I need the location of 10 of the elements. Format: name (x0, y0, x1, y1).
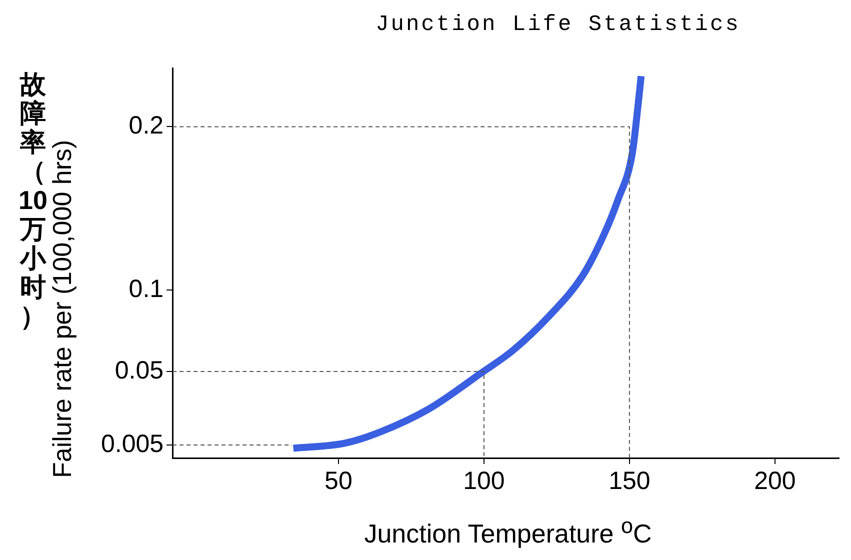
x-tick-label: 50 (324, 466, 352, 495)
y-tick-label: 0.005 (101, 430, 164, 458)
x-tick-label: 100 (463, 466, 505, 495)
y-tick-label: 0.05 (114, 356, 164, 384)
y-tick-label: 0.2 (128, 112, 164, 140)
x-tick-label: 200 (754, 466, 796, 495)
chart-title: Junction Life Statistics (374, 12, 742, 37)
y-tick-label: 0.1 (128, 274, 164, 303)
x-tick-label: 150 (608, 466, 650, 495)
x-axis-title: Junction Temperature $^{o}$C (363, 513, 653, 550)
